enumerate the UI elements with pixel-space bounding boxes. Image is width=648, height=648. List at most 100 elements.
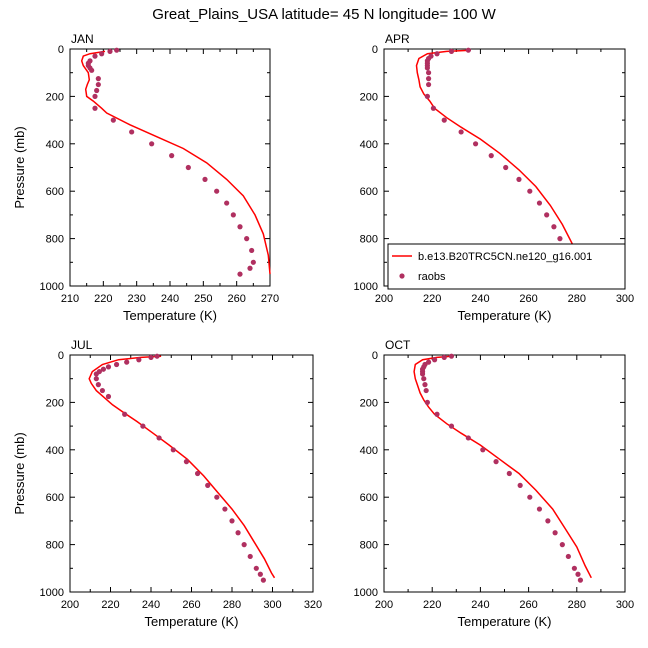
data-point-raobs — [545, 518, 551, 524]
x-tick-label: 220 — [423, 293, 441, 305]
data-point-raobs — [432, 357, 438, 363]
data-point-raobs — [93, 376, 99, 382]
data-point-raobs — [93, 371, 99, 377]
y-tick-label: 400 — [360, 139, 378, 151]
data-point-raobs — [247, 553, 253, 560]
data-point-raobs — [260, 577, 266, 583]
y-tick-label: 600 — [360, 492, 378, 504]
y-tick-label: 800 — [46, 540, 64, 552]
data-point-raobs — [425, 76, 432, 82]
data-point-raobs — [544, 212, 550, 218]
data-point-raobs — [94, 87, 100, 94]
data-point-raobs — [92, 53, 98, 59]
data-point-raobs — [194, 470, 201, 477]
y-tick-label: 600 — [46, 492, 64, 504]
data-point-raobs — [95, 76, 101, 82]
y-tick-label: 1000 — [354, 587, 378, 599]
data-point-raobs — [458, 129, 464, 135]
data-point-raobs — [140, 423, 146, 429]
x-tick-label: 200 — [375, 599, 393, 611]
data-point-raobs — [516, 176, 522, 182]
panel-title: OCT — [385, 338, 411, 352]
data-point-raobs — [92, 105, 98, 111]
x-tick-label: 240 — [471, 293, 489, 305]
data-point-raobs — [224, 200, 230, 206]
series-line-model — [80, 50, 271, 275]
series-line-model — [413, 355, 592, 579]
y-tick-label: 800 — [46, 234, 64, 246]
x-tick-label: 300 — [616, 293, 634, 305]
x-tick-label: 210 — [61, 293, 79, 305]
data-point-raobs — [517, 482, 523, 488]
data-point-raobs — [423, 387, 429, 394]
y-tick-label: 1000 — [40, 587, 64, 599]
y-tick-label: 0 — [372, 350, 378, 362]
data-point-raobs — [156, 435, 162, 441]
data-point-raobs — [465, 435, 471, 441]
data-point-raobs — [241, 542, 247, 548]
data-point-raobs — [149, 141, 155, 147]
data-point-raobs — [424, 399, 430, 405]
data-point-raobs — [237, 224, 243, 230]
x-tick-label: 200 — [61, 599, 79, 611]
y-tick-label: 600 — [360, 186, 378, 198]
data-point-raobs — [257, 571, 263, 577]
y-tick-label: 400 — [46, 445, 64, 457]
x-tick-label: 280 — [568, 293, 586, 305]
data-point-raobs — [421, 376, 427, 382]
legend-label: raobs — [418, 271, 446, 283]
data-point-raobs — [527, 188, 533, 194]
data-point-raobs — [480, 447, 486, 453]
data-point-raobs — [99, 387, 105, 394]
data-point-raobs — [122, 411, 128, 417]
panel-title: JAN — [71, 32, 94, 46]
x-axis-label: Temperature (K) — [458, 308, 552, 323]
data-point-raobs — [434, 411, 440, 417]
data-point-raobs — [95, 382, 101, 388]
data-point-raobs — [249, 247, 255, 254]
y-tick-label: 600 — [46, 186, 64, 198]
series-line-model — [88, 355, 276, 579]
y-tick-label: 0 — [58, 44, 64, 56]
data-point-raobs — [424, 93, 430, 99]
chart-panel-oct: OCT 200 220 240 260 280 300 0 200 400 600 800 1000 Te… — [354, 338, 635, 629]
data-point-raobs — [136, 357, 142, 363]
data-point-raobs — [230, 212, 236, 218]
x-tick-label: 270 — [261, 293, 279, 305]
panel-title: JUL — [71, 338, 93, 352]
legend-dot-marker — [399, 273, 405, 279]
data-point-raobs — [425, 81, 432, 88]
data-point-raobs — [424, 65, 430, 71]
chart-panel-jul: JUL 200 220 240 260 280 300 320 0 200 400 600 800 100… — [12, 338, 322, 629]
y-tick-label: 400 — [46, 139, 64, 151]
data-point-raobs — [575, 571, 581, 577]
legend-box — [387, 243, 626, 290]
data-point-raobs — [559, 542, 565, 548]
y-axis-label: Pressure (mb) — [12, 432, 27, 514]
plot-frame — [69, 354, 314, 593]
data-point-raobs — [214, 188, 220, 194]
x-tick-label: 240 — [471, 599, 489, 611]
y-axis-label: Pressure (mb) — [12, 126, 27, 208]
y-tick-label: 400 — [360, 445, 378, 457]
x-tick-label: 260 — [519, 293, 537, 305]
x-tick-label: 220 — [101, 599, 119, 611]
data-point-raobs — [247, 265, 253, 271]
x-axis-label: Temperature (K) — [145, 614, 239, 629]
x-tick-label: 250 — [194, 293, 212, 305]
data-point-raobs — [222, 506, 228, 512]
data-point-raobs — [493, 459, 499, 465]
data-point-raobs — [229, 518, 235, 524]
x-tick-label: 300 — [616, 599, 634, 611]
data-point-raobs — [448, 423, 455, 429]
legend-label: b.e13.B20TRC5CN.ne120_g16.001 — [418, 251, 592, 263]
data-point-raobs — [235, 530, 241, 536]
x-tick-label: 280 — [568, 599, 586, 611]
data-point-raobs — [250, 259, 256, 265]
data-point-raobs — [124, 359, 130, 365]
data-point-raobs — [465, 47, 471, 53]
x-tick-label: 220 — [94, 293, 112, 305]
data-point-raobs — [244, 236, 250, 242]
plot-frame — [383, 354, 626, 593]
